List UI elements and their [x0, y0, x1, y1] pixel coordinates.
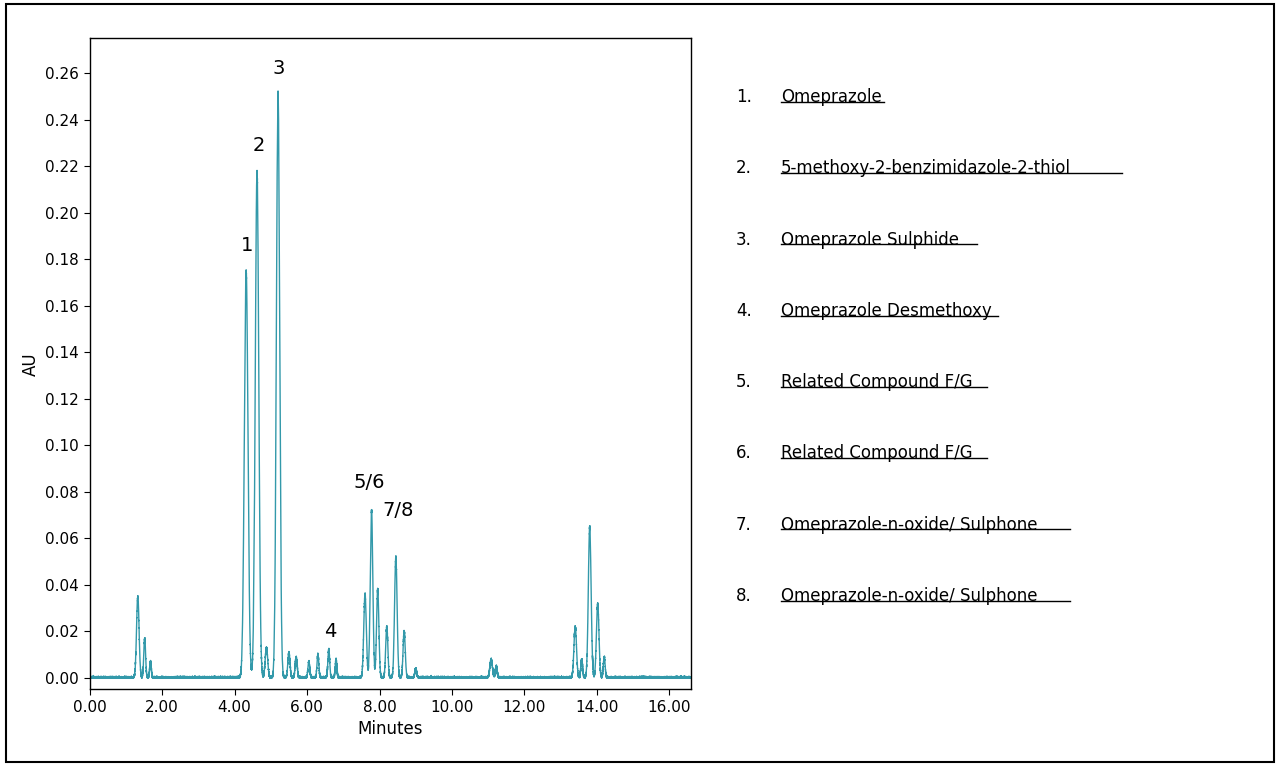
Text: 4: 4 [324, 621, 337, 640]
Text: 1: 1 [241, 236, 253, 254]
Text: 8.: 8. [736, 587, 751, 604]
Text: Omeprazole-n-oxide/ Sulphone: Omeprazole-n-oxide/ Sulphone [781, 516, 1037, 533]
Y-axis label: AU: AU [22, 352, 40, 375]
Text: 3.: 3. [736, 231, 751, 248]
Text: 7/8: 7/8 [383, 501, 413, 519]
Text: 6.: 6. [736, 444, 751, 462]
Text: 2: 2 [253, 136, 265, 155]
Text: 4.: 4. [736, 302, 751, 319]
Text: Omeprazole Desmethoxy: Omeprazole Desmethoxy [781, 302, 992, 319]
Text: 5.: 5. [736, 373, 751, 391]
Text: Omeprazole: Omeprazole [781, 88, 882, 106]
Text: 7.: 7. [736, 516, 751, 533]
Text: 5-methoxy-2-benzimidazole-2-thiol: 5-methoxy-2-benzimidazole-2-thiol [781, 159, 1071, 177]
Text: 1.: 1. [736, 88, 751, 106]
X-axis label: Minutes: Minutes [357, 720, 424, 738]
Text: Related Compound F/G: Related Compound F/G [781, 444, 973, 462]
Text: Related Compound F/G: Related Compound F/G [781, 373, 973, 391]
Text: 3: 3 [273, 59, 285, 78]
Text: 5/6: 5/6 [353, 473, 385, 492]
Text: Omeprazole Sulphide: Omeprazole Sulphide [781, 231, 959, 248]
Text: 2.: 2. [736, 159, 751, 177]
Text: Omeprazole-n-oxide/ Sulphone: Omeprazole-n-oxide/ Sulphone [781, 587, 1037, 604]
